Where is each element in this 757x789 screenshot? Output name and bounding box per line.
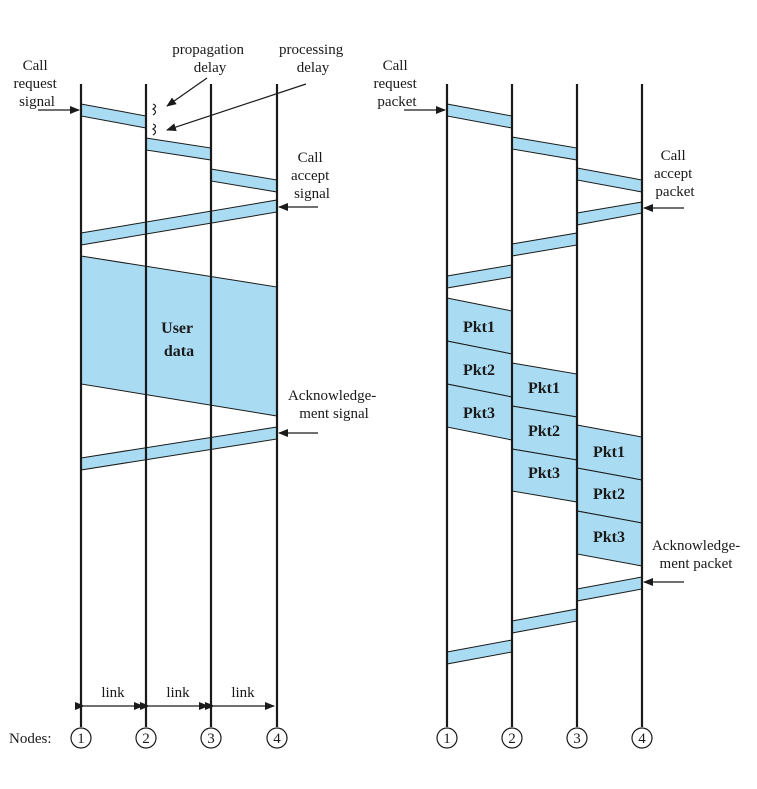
call-request-signal-label: Call request signal [13,58,60,110]
right-node-1: 1 [436,727,458,749]
right-node-2-number: 2 [508,731,516,747]
acknowledgement-band [80,426,278,471]
left-node-1-number: 1 [77,731,85,747]
call-accept-packet-label: Call accept packet [654,148,696,200]
pkt3-label-link-2-3: Pkt3 [528,465,560,482]
pkt2-label-link-1-2: Pkt2 [463,362,495,379]
pkt2-label-link-2-3: Pkt2 [528,423,560,440]
left-node-4: 4 [266,727,288,749]
pkt3-label-link-1-2: Pkt3 [463,405,495,422]
left-node-1: 1 [70,727,92,749]
call-request-band-3-4 [210,168,278,193]
processing-delay-arrow [166,83,307,131]
call-request-band-2-3 [145,137,212,161]
user-data-label: User data [161,320,197,360]
propagation-delay-label: propagation delay [172,42,247,76]
call-request-packet-1-2 [446,103,513,129]
right-node-3: 3 [566,727,588,749]
call-request-packet-3-4 [576,167,643,193]
call-accept-packet-2-1 [446,264,513,289]
pkt1-label-link-1-2: Pkt1 [463,319,495,336]
pkt2-label-link-3-4: Pkt2 [593,486,625,503]
left-node-4-number: 4 [273,731,281,747]
acknowledgement-signal-label: Acknowledge- ment signal [288,388,380,422]
processing-delay-brace [151,123,157,136]
nodes-label: Nodes: [9,731,52,747]
left-node-2: 2 [135,727,157,749]
right-node-4: 4 [631,727,653,749]
call-accept-band [80,199,278,246]
call-request-packet-2-3 [511,136,578,161]
link-label-3: link [231,685,255,701]
pkt3-label-link-3-4: Pkt3 [593,529,625,546]
left-node-3-number: 3 [207,731,215,747]
ack-packet-4-3 [576,576,643,602]
pkt1-label-link-2-3: Pkt1 [528,380,560,397]
circuit-switching-diagram: Call request signal propagation delay pr… [9,42,380,749]
right-node-2: 2 [501,727,523,749]
ack-packet-3-2 [511,608,578,634]
call-request-packet-label: Call request packet [373,58,420,110]
acknowledgement-packet-label: Acknowledge- ment packet [652,538,744,572]
call-accept-signal-label: Call accept signal [291,150,333,202]
call-accept-packet-3-2 [511,232,578,257]
right-node-4-number: 4 [638,731,646,747]
processing-delay-label: processing delay [279,42,347,76]
call-accept-packet-4-3 [576,201,643,226]
right-node-3-number: 3 [573,731,581,747]
packet-switching-diagram: Pkt1 Pkt2 Pkt3 Pkt1 Pkt2 Pkt3 Pkt1 Pkt2 … [373,58,744,749]
left-node-3: 3 [200,727,222,749]
link-label-2: link [166,685,190,701]
ack-packet-2-1 [446,639,513,665]
propagation-delay-arrow [166,77,208,107]
left-node-2-number: 2 [142,731,150,747]
propagation-delay-brace [151,103,157,116]
pkt1-label-link-3-4: Pkt1 [593,444,625,461]
right-node-1-number: 1 [443,731,451,747]
call-request-band-1-2 [80,103,147,129]
link-label-1: link [101,685,125,701]
